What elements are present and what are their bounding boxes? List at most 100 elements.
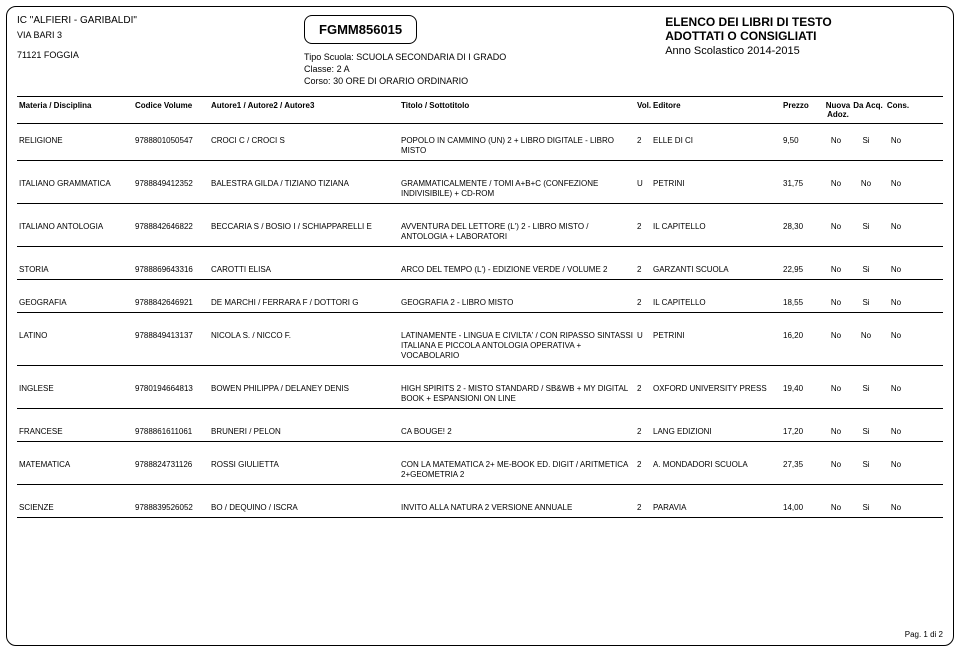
- cell-cons: No: [883, 179, 913, 199]
- school-city: 71121 FOGGIA: [17, 50, 276, 60]
- column-headers: Materia / Disciplina Codice Volume Autor…: [17, 96, 943, 124]
- cell-vol: 2: [637, 136, 653, 156]
- header-right: ELENCO DEI LIBRI DI TESTO ADOTTATI O CON…: [665, 15, 943, 86]
- cell-vol: 2: [637, 384, 653, 404]
- cell-autore: DE MARCHI / FERRARA F / DOTTORI G: [211, 298, 401, 308]
- book-row: INGLESE9780194664813BOWEN PHILIPPA / DEL…: [17, 380, 943, 409]
- school-code: FGMM856015: [304, 15, 417, 44]
- header-left: IC "ALFIERI - GARIBALDI" VIA BARI 3 7112…: [17, 15, 276, 86]
- cell-materia: FRANCESE: [19, 427, 135, 437]
- col-titolo: Titolo / Sottotitolo: [401, 101, 637, 119]
- corso-value: 30 ORE DI ORARIO ORDINARIO: [333, 76, 468, 86]
- book-row: GEOGRAFIA9788842646921DE MARCHI / FERRAR…: [17, 294, 943, 313]
- cell-da: Si: [853, 503, 883, 513]
- book-row: ITALIANO ANTOLOGIA9788842646822BECCARIA …: [17, 218, 943, 247]
- page-footer: Pag. 1 di 2: [905, 630, 943, 639]
- right-title-1: ELENCO DEI LIBRI DI TESTO: [665, 15, 943, 29]
- cell-prezzo: 18,55: [783, 298, 823, 308]
- cell-autore: CROCI C / CROCI S: [211, 136, 401, 156]
- classe-value: 2 A: [337, 64, 350, 74]
- cell-autore: BO / DEQUINO / ISCRA: [211, 503, 401, 513]
- cell-titolo: GEOGRAFIA 2 - LIBRO MISTO: [401, 298, 637, 308]
- cell-titolo: INVITO ALLA NATURA 2 VERSIONE ANNUALE: [401, 503, 637, 513]
- cell-codice: 9788824731126: [135, 460, 211, 480]
- school-name: IC "ALFIERI - GARIBALDI": [17, 15, 276, 26]
- cell-prezzo: 27,35: [783, 460, 823, 480]
- cell-nuova: No: [823, 460, 853, 480]
- cell-vol: 2: [637, 427, 653, 437]
- right-title-2: ADOTTATI O CONSIGLIATI: [665, 29, 943, 43]
- cell-titolo: CA BOUGE! 2: [401, 427, 637, 437]
- col-da: Da Acq.: [853, 101, 883, 119]
- cell-autore: BECCARIA S / BOSIO I / SCHIAPPARELLI E: [211, 222, 401, 242]
- book-row: STORIA9788869643316CAROTTI ELISAARCO DEL…: [17, 261, 943, 280]
- cell-titolo: LATINAMENTE - LINGUA E CIVILTA' / CON RI…: [401, 331, 637, 361]
- cell-vol: 2: [637, 460, 653, 480]
- cell-cons: No: [883, 503, 913, 513]
- cell-editore: ELLE DI CI: [653, 136, 783, 156]
- cell-autore: NICOLA S. / NICCO F.: [211, 331, 401, 361]
- cell-codice: 9788801050547: [135, 136, 211, 156]
- cell-da: Si: [853, 298, 883, 308]
- tipo-scuola-line: Tipo Scuola: SCUOLA SECONDARIA DI I GRAD…: [304, 52, 637, 62]
- cell-editore: IL CAPITELLO: [653, 298, 783, 308]
- cell-autore: ROSSI GIULIETTA: [211, 460, 401, 480]
- cell-da: Si: [853, 265, 883, 275]
- cell-nuova: No: [823, 298, 853, 308]
- col-materia: Materia / Disciplina: [19, 101, 135, 119]
- cell-titolo: POPOLO IN CAMMINO (UN) 2 + LIBRO DIGITAL…: [401, 136, 637, 156]
- cell-codice: 9788849412352: [135, 179, 211, 199]
- cell-materia: STORIA: [19, 265, 135, 275]
- cell-nuova: No: [823, 427, 853, 437]
- cell-cons: No: [883, 427, 913, 437]
- cell-nuova: No: [823, 179, 853, 199]
- cell-prezzo: 28,30: [783, 222, 823, 242]
- corso-label: Corso:: [304, 76, 331, 86]
- cell-vol: 2: [637, 265, 653, 275]
- cell-vol: U: [637, 179, 653, 199]
- cell-prezzo: 22,95: [783, 265, 823, 275]
- book-row: LATINO9788849413137NICOLA S. / NICCO F.L…: [17, 327, 943, 366]
- cell-editore: PARAVIA: [653, 503, 783, 513]
- cell-titolo: HIGH SPIRITS 2 - MISTO STANDARD / SB&WB …: [401, 384, 637, 404]
- cell-prezzo: 16,20: [783, 331, 823, 361]
- cell-da: Si: [853, 136, 883, 156]
- cell-titolo: CON LA MATEMATICA 2+ ME-BOOK ED. DIGIT /…: [401, 460, 637, 480]
- cell-vol: 2: [637, 503, 653, 513]
- tipo-scuola-label: Tipo Scuola:: [304, 52, 354, 62]
- book-row: SCIENZE9788839526052BO / DEQUINO / ISCRA…: [17, 499, 943, 518]
- cell-cons: No: [883, 331, 913, 361]
- cell-codice: 9788839526052: [135, 503, 211, 513]
- cell-materia: INGLESE: [19, 384, 135, 404]
- header: IC "ALFIERI - GARIBALDI" VIA BARI 3 7112…: [17, 15, 943, 86]
- col-autore: Autore1 / Autore2 / Autore3: [211, 101, 401, 119]
- page-frame: IC "ALFIERI - GARIBALDI" VIA BARI 3 7112…: [6, 6, 954, 646]
- cell-nuova: No: [823, 384, 853, 404]
- book-row: ITALIANO GRAMMATICA9788849412352BALESTRA…: [17, 175, 943, 204]
- cell-nuova: No: [823, 265, 853, 275]
- cell-titolo: ARCO DEL TEMPO (L') - EDIZIONE VERDE / V…: [401, 265, 637, 275]
- cell-editore: A. MONDADORI SCUOLA: [653, 460, 783, 480]
- book-row: RELIGIONE9788801050547CROCI C / CROCI SP…: [17, 132, 943, 161]
- col-codice: Codice Volume: [135, 101, 211, 119]
- cell-da: Si: [853, 384, 883, 404]
- cell-vol: 2: [637, 298, 653, 308]
- cell-cons: No: [883, 222, 913, 242]
- cell-nuova: No: [823, 503, 853, 513]
- cell-materia: GEOGRAFIA: [19, 298, 135, 308]
- col-editore: Editore: [653, 101, 783, 119]
- cell-codice: 9788869643316: [135, 265, 211, 275]
- cell-codice: 9788842646921: [135, 298, 211, 308]
- cell-editore: PETRINI: [653, 179, 783, 199]
- cell-vol: 2: [637, 222, 653, 242]
- cell-titolo: GRAMMATICALMENTE / TOMI A+B+C (CONFEZION…: [401, 179, 637, 199]
- cell-editore: OXFORD UNIVERSITY PRESS: [653, 384, 783, 404]
- cell-editore: GARZANTI SCUOLA: [653, 265, 783, 275]
- cell-prezzo: 31,75: [783, 179, 823, 199]
- cell-autore: CAROTTI ELISA: [211, 265, 401, 275]
- cell-da: Si: [853, 460, 883, 480]
- classe-label: Classe:: [304, 64, 334, 74]
- cell-editore: PETRINI: [653, 331, 783, 361]
- cell-titolo: AVVENTURA DEL LETTORE (L') 2 - LIBRO MIS…: [401, 222, 637, 242]
- cell-autore: BALESTRA GILDA / TIZIANO TIZIANA: [211, 179, 401, 199]
